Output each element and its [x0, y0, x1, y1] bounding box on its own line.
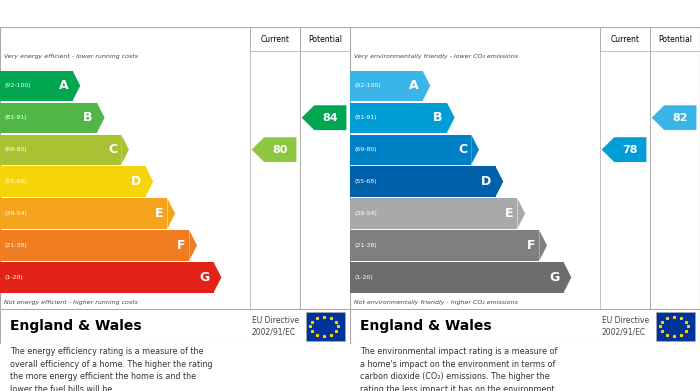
Polygon shape: [167, 198, 175, 229]
Text: 82: 82: [673, 113, 688, 123]
Text: (55-68): (55-68): [354, 179, 377, 184]
Bar: [0, 198, 167, 229]
Polygon shape: [189, 230, 197, 260]
Text: (81-91): (81-91): [354, 115, 377, 120]
FancyBboxPatch shape: [307, 312, 344, 341]
Text: England & Wales: England & Wales: [360, 319, 492, 334]
Polygon shape: [146, 167, 153, 197]
Polygon shape: [601, 137, 646, 162]
Text: D: D: [481, 175, 491, 188]
Text: (39-54): (39-54): [4, 211, 27, 216]
Bar: [350, 262, 564, 292]
Text: F: F: [176, 239, 185, 252]
Bar: [601, 27, 650, 52]
Text: EU Directive
2002/91/EC: EU Directive 2002/91/EC: [252, 316, 299, 337]
FancyBboxPatch shape: [657, 312, 694, 341]
Bar: [251, 27, 300, 52]
Bar: [0, 102, 97, 133]
Polygon shape: [302, 105, 346, 130]
Text: Very environmentally friendly - lower CO₂ emissions: Very environmentally friendly - lower CO…: [354, 54, 517, 59]
Text: (69-80): (69-80): [354, 147, 377, 152]
Text: (1-20): (1-20): [4, 275, 23, 280]
Text: F: F: [526, 239, 535, 252]
Polygon shape: [73, 71, 80, 101]
Polygon shape: [252, 137, 296, 162]
Text: 78: 78: [622, 145, 638, 154]
Text: Not environmentally friendly - higher CO₂ emissions: Not environmentally friendly - higher CO…: [354, 300, 517, 305]
Bar: [350, 102, 447, 133]
Bar: [650, 27, 700, 52]
Text: The environmental impact rating is a measure of
a home's impact on the environme: The environmental impact rating is a mea…: [360, 347, 558, 391]
Polygon shape: [121, 135, 129, 165]
Text: (1-20): (1-20): [354, 275, 373, 280]
Text: 84: 84: [323, 113, 338, 123]
Text: A: A: [409, 79, 419, 92]
Polygon shape: [539, 230, 547, 260]
Text: C: C: [458, 143, 467, 156]
Text: Potential: Potential: [308, 34, 342, 43]
Text: Environmental Impact (CO₂) Rating: Environmental Impact (CO₂) Rating: [358, 7, 621, 20]
Polygon shape: [423, 71, 430, 101]
Text: Not energy efficient - higher running costs: Not energy efficient - higher running co…: [4, 300, 137, 305]
Text: (92-100): (92-100): [354, 83, 381, 88]
Text: G: G: [550, 271, 559, 284]
Bar: [350, 135, 471, 165]
Text: (81-91): (81-91): [4, 115, 27, 120]
Text: Potential: Potential: [658, 34, 692, 43]
Text: A: A: [59, 79, 69, 92]
Text: Current: Current: [260, 34, 290, 43]
Text: The energy efficiency rating is a measure of the
overall efficiency of a home. T: The energy efficiency rating is a measur…: [10, 347, 213, 391]
Bar: [350, 198, 517, 229]
Text: D: D: [131, 175, 141, 188]
Bar: [0, 262, 214, 292]
Text: (21-38): (21-38): [4, 243, 27, 248]
Polygon shape: [564, 262, 571, 292]
Polygon shape: [517, 198, 525, 229]
Text: B: B: [83, 111, 92, 124]
Bar: [0, 167, 146, 197]
Text: (69-80): (69-80): [4, 147, 27, 152]
Text: (21-38): (21-38): [354, 243, 377, 248]
Text: 80: 80: [272, 145, 288, 154]
Bar: [300, 27, 350, 52]
Polygon shape: [496, 167, 503, 197]
Text: (39-54): (39-54): [354, 211, 377, 216]
Text: Energy Efficiency Rating: Energy Efficiency Rating: [8, 7, 192, 20]
Bar: [350, 167, 496, 197]
Text: (55-68): (55-68): [4, 179, 27, 184]
Polygon shape: [652, 105, 696, 130]
Text: EU Directive
2002/91/EC: EU Directive 2002/91/EC: [602, 316, 649, 337]
Bar: [0, 135, 121, 165]
Text: E: E: [505, 207, 513, 220]
Text: England & Wales: England & Wales: [10, 319, 142, 334]
Bar: [350, 71, 423, 101]
Text: C: C: [108, 143, 117, 156]
Text: (92-100): (92-100): [4, 83, 31, 88]
Polygon shape: [214, 262, 221, 292]
Bar: [0, 230, 189, 260]
Polygon shape: [447, 102, 454, 133]
Bar: [350, 230, 539, 260]
Text: Current: Current: [610, 34, 640, 43]
Text: B: B: [433, 111, 442, 124]
Polygon shape: [97, 102, 104, 133]
Text: E: E: [155, 207, 163, 220]
Text: G: G: [199, 271, 209, 284]
Bar: [0, 71, 73, 101]
Polygon shape: [471, 135, 479, 165]
Text: Very energy efficient - lower running costs: Very energy efficient - lower running co…: [4, 54, 137, 59]
